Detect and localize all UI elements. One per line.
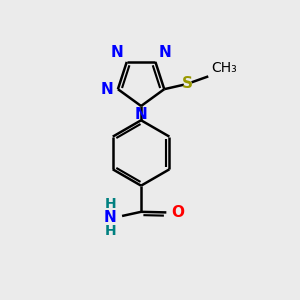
Text: N: N (159, 45, 172, 60)
Text: N: N (104, 210, 117, 225)
Text: N: N (110, 45, 123, 60)
Text: S: S (182, 76, 193, 91)
Text: N: N (101, 82, 113, 97)
Text: H: H (104, 224, 116, 238)
Text: CH₃: CH₃ (211, 61, 237, 75)
Text: O: O (171, 205, 184, 220)
Text: N: N (135, 107, 148, 122)
Text: H: H (104, 196, 116, 211)
